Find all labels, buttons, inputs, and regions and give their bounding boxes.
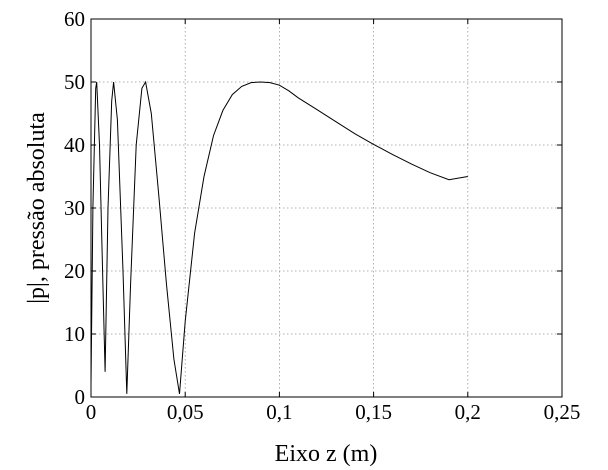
axis-ticks: 0 0,05 0,1 0,15 0,2 0,25 0 10 20 30 40 50 60 [64,7,580,424]
y-tick-label: 40 [64,133,85,157]
y-tick-label: 50 [64,70,85,94]
y-axis-label: |p|, pressão absoluta [24,112,50,304]
series-line-0 [90,80,468,394]
y-tick-label: 60 [64,7,85,31]
y-tick-label: 10 [64,322,85,346]
plot-frame [90,18,563,398]
x-tick-label: 0,15 [355,400,392,424]
y-tick-label: 20 [64,259,85,283]
grid-lines [91,19,562,397]
x-tick-label: 0,1 [266,400,292,424]
y-tick-label: 0 [75,385,86,409]
x-tick-label: 0,25 [544,400,581,424]
x-tick-label: 0,05 [167,400,204,424]
x-tick-label: 0 [86,400,97,424]
x-tick-label: 0,2 [455,400,481,424]
x-axis-label: Eixo z (m) [275,441,378,467]
y-tick-label: 30 [64,196,85,220]
data-series [90,80,468,394]
